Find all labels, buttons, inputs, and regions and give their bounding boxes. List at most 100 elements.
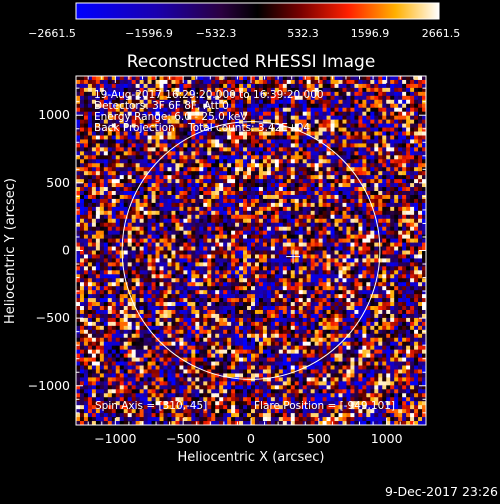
heatmap-pixel: [171, 167, 175, 171]
heatmap-pixel: [219, 258, 223, 262]
heatmap-pixel: [92, 163, 96, 167]
heatmap-pixel: [231, 298, 235, 302]
heatmap-pixel: [92, 294, 96, 298]
heatmap-pixel: [386, 235, 390, 239]
heatmap-pixel: [410, 278, 414, 282]
heatmap-pixel: [247, 266, 251, 270]
heatmap-pixel: [299, 163, 303, 167]
heatmap-pixel: [183, 243, 187, 247]
heatmap-pixel: [128, 143, 132, 147]
heatmap-pixel: [358, 135, 362, 139]
heatmap-pixel: [271, 235, 275, 239]
heatmap-pixel: [116, 191, 120, 195]
heatmap-pixel: [279, 211, 283, 215]
heatmap-pixel: [255, 227, 259, 231]
heatmap-pixel: [255, 243, 259, 247]
heatmap-pixel: [287, 298, 291, 302]
heatmap-pixel: [164, 239, 168, 243]
heatmap-pixel: [267, 219, 271, 223]
heatmap-pixel: [219, 207, 223, 211]
heatmap-pixel: [390, 175, 394, 179]
heatmap-pixel: [167, 290, 171, 294]
heatmap-pixel: [414, 167, 418, 171]
heatmap-pixel: [299, 143, 303, 147]
heatmap-pixel: [203, 282, 207, 286]
heatmap-pixel: [175, 227, 179, 231]
heatmap-pixel: [215, 80, 219, 84]
heatmap-pixel: [362, 231, 366, 235]
heatmap-pixel: [251, 143, 255, 147]
heatmap-pixel: [398, 247, 402, 251]
heatmap-pixel: [358, 274, 362, 278]
heatmap-pixel: [223, 155, 227, 159]
heatmap-pixel: [251, 270, 255, 274]
heatmap-pixel: [191, 143, 195, 147]
heatmap-pixel: [410, 294, 414, 298]
heatmap-pixel: [235, 84, 239, 88]
heatmap-pixel: [315, 203, 319, 207]
heatmap-pixel: [128, 231, 132, 235]
heatmap-pixel: [144, 282, 148, 286]
heatmap-pixel: [235, 195, 239, 199]
heatmap-pixel: [104, 191, 108, 195]
heatmap-pixel: [362, 235, 366, 239]
heatmap-pixel: [76, 132, 80, 136]
heatmap-pixel: [164, 207, 168, 211]
heatmap-pixel: [160, 251, 164, 255]
heatmap-pixel: [418, 294, 422, 298]
heatmap-pixel: [378, 183, 382, 187]
heatmap-pixel: [88, 143, 92, 147]
heatmap-pixel: [96, 219, 100, 223]
heatmap-pixel: [179, 258, 183, 262]
heatmap-pixel: [120, 179, 124, 183]
heatmap-pixel: [366, 215, 370, 219]
heatmap-pixel: [311, 167, 315, 171]
heatmap-pixel: [207, 235, 211, 239]
heatmap-pixel: [382, 282, 386, 286]
heatmap-pixel: [136, 251, 140, 255]
heatmap-pixel: [116, 155, 120, 159]
heatmap-pixel: [283, 227, 287, 231]
heatmap-pixel: [207, 294, 211, 298]
heatmap-pixel: [124, 262, 128, 266]
heatmap-pixel: [255, 215, 259, 219]
heatmap-pixel: [223, 270, 227, 274]
heatmap-pixel: [362, 223, 366, 227]
heatmap-pixel: [104, 171, 108, 175]
heatmap-pixel: [108, 235, 112, 239]
heatmap-pixel: [307, 167, 311, 171]
heatmap-pixel: [100, 159, 104, 163]
heatmap-pixel: [156, 191, 160, 195]
heatmap-pixel: [382, 203, 386, 207]
heatmap-pixel: [207, 258, 211, 262]
heatmap-pixel: [215, 151, 219, 155]
heatmap-pixel: [295, 84, 299, 88]
heatmap-pixel: [104, 278, 108, 282]
heatmap-pixel: [402, 282, 406, 286]
heatmap-pixel: [370, 215, 374, 219]
heatmap-pixel: [108, 251, 112, 255]
heatmap-pixel: [374, 100, 378, 104]
heatmap-pixel: [402, 151, 406, 155]
heatmap-pixel: [140, 227, 144, 231]
heatmap-pixel: [80, 251, 84, 255]
heatmap-pixel: [231, 258, 235, 262]
heatmap-pixel: [96, 199, 100, 203]
heatmap-pixel: [354, 135, 358, 139]
heatmap-pixel: [402, 203, 406, 207]
heatmap-pixel: [394, 199, 398, 203]
heatmap-pixel: [120, 143, 124, 147]
heatmap-pixel: [346, 171, 350, 175]
heatmap-pixel: [342, 195, 346, 199]
heatmap-pixel: [243, 282, 247, 286]
heatmap-pixel: [215, 135, 219, 139]
heatmap-pixel: [219, 175, 223, 179]
heatmap-pixel: [152, 278, 156, 282]
heatmap-pixel: [315, 167, 319, 171]
heatmap-pixel: [354, 239, 358, 243]
heatmap-pixel: [120, 290, 124, 294]
heatmap-pixel: [223, 135, 227, 139]
heatmap-pixel: [171, 262, 175, 266]
heatmap-pixel: [323, 175, 327, 179]
heatmap-pixel: [175, 270, 179, 274]
